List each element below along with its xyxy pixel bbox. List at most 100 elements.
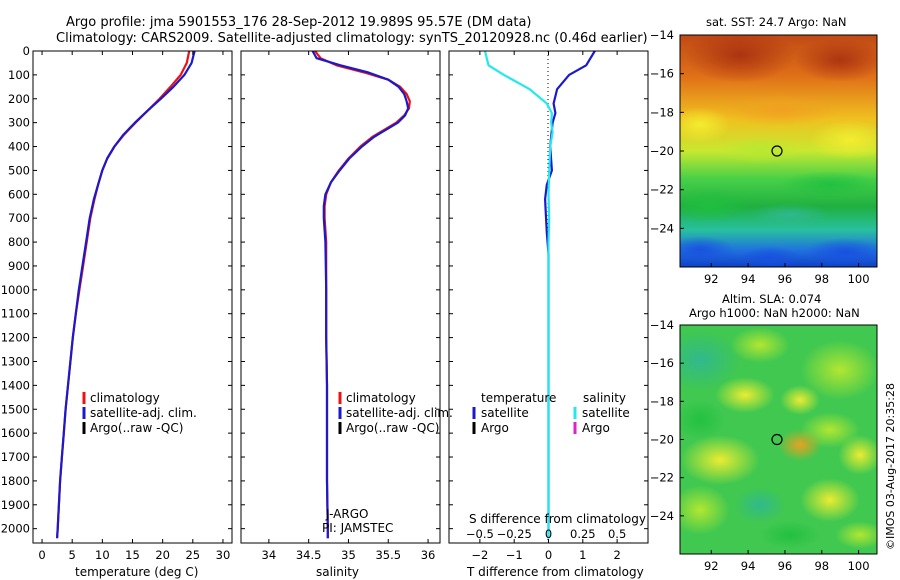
s-difference-tick-label: 0.25 [570, 527, 596, 541]
legend-sal-satellite-label: satellite [582, 406, 630, 420]
depth-tick-label: 300 [8, 116, 30, 130]
latitude-tick-label: −22 [650, 471, 674, 485]
salinity-axis-label: salinity [316, 565, 359, 579]
depth-tick-label: 1300 [1, 354, 30, 368]
depth-tick-label: 700 [8, 211, 30, 225]
x-tick-label: 0 [38, 548, 45, 562]
legend-temp-satellite-label: satellite [481, 406, 529, 420]
salinity-panel: 34 34.5 35 35.5 36 salinity climatology sate… [240, 50, 453, 579]
latitude-tick-label: −20 [650, 144, 674, 158]
temperature-panel: 0100200300400500600700800900100011001200… [1, 44, 233, 579]
sla-field [680, 325, 877, 554]
sla-map: Altim. SLA: 0.074 Argo h1000: NaN h2000:… [650, 292, 878, 573]
sla-map-title-line1: Altim. SLA: 0.074 [722, 292, 821, 306]
longitude-tick-label: 94 [741, 272, 756, 286]
x-tick-label: 0 [545, 548, 552, 562]
latitude-tick-label: −20 [650, 433, 674, 447]
series-line-climatology [56, 50, 191, 539]
latitude-tick-label: −22 [650, 183, 674, 197]
s-difference-tick-label: −0.5 [466, 527, 494, 541]
x-tick-label: 30 [216, 548, 231, 562]
temperature-axis-label: temperature (deg C) [75, 565, 198, 579]
longitude-tick-label: 94 [741, 559, 756, 573]
longitude-tick-label: 100 [848, 272, 870, 286]
legend-satellite-label: satellite-adj. clim. [346, 406, 453, 420]
longitude-tick-label: 92 [704, 559, 719, 573]
depth-tick-label: 1000 [1, 283, 30, 297]
sst-field [680, 35, 877, 267]
depth-tick-label: 1800 [1, 474, 30, 488]
figure-title-line1: Argo profile: jma 5901553_176 28-Sep-201… [66, 15, 532, 30]
latitude-tick-label: −24 [650, 221, 674, 235]
latitude-tick-label: −16 [650, 356, 674, 370]
x-tick-label: −2 [471, 548, 488, 562]
legend-argo-label: Argo(..raw -QC) [346, 421, 439, 435]
depth-tick-label: 1500 [1, 402, 30, 416]
longitude-tick-label: 92 [704, 272, 719, 286]
legend-satellite-label: satellite-adj. clim. [90, 406, 197, 420]
depth-tick-label: 100 [8, 68, 30, 82]
depth-tick-label: 400 [8, 140, 30, 154]
x-tick-label: 20 [155, 548, 170, 562]
salinity-plot-frame [240, 50, 441, 544]
x-tick-label: 15 [125, 548, 140, 562]
sst-map: sat. SST: 24.7 Argo: NaN −14 −16 −18 −20 −22… [650, 15, 878, 286]
series-line-satellite-adj-clim- [311, 50, 410, 539]
longitude-tick-label: 96 [778, 559, 793, 573]
depth-tick-label: 600 [8, 187, 30, 201]
depth-tick-label: 1100 [1, 307, 30, 321]
x-tick-label: 36 [421, 548, 436, 562]
latitude-tick-label: −14 [650, 28, 674, 42]
legend-climatology-label: climatology [346, 391, 416, 405]
program-annotation: J-ARGO [325, 507, 368, 521]
x-tick-label: 5 [69, 548, 76, 562]
x-tick-label: 35.5 [375, 548, 401, 562]
series-line-salinity-satellite [483, 50, 554, 539]
x-tick-label: 34 [262, 548, 277, 562]
x-tick-label: 34.5 [296, 548, 322, 562]
x-tick-label: 2 [613, 548, 620, 562]
difference-panel: −2 −1 0 1 2 −0.5 −0.25 0 0.25 0.5 S difference f… [448, 50, 649, 579]
latitude-tick-label: −16 [650, 67, 674, 81]
x-tick-label: −1 [506, 548, 523, 562]
depth-tick-label: 1900 [1, 498, 30, 512]
latitude-tick-label: −18 [650, 105, 674, 119]
pi-annotation: PI: JAMSTEC [322, 521, 393, 535]
longitude-tick-label: 96 [778, 272, 793, 286]
s-difference-axis-label: S difference from climatology [469, 512, 646, 526]
temperature-legend: climatology satellite-adj. clim. Argo(..… [82, 391, 197, 435]
imos-credit: ©IMOS 03-Aug-2017 20:35:28 [884, 383, 897, 550]
legend-salinity-heading: salinity [583, 391, 626, 405]
depth-tick-label: 900 [8, 259, 30, 273]
x-tick-label: 1 [579, 548, 586, 562]
s-difference-tick-label: −0.25 [497, 527, 532, 541]
longitude-tick-label: 100 [848, 559, 870, 573]
salinity-legend: climatology satellite-adj. clim. Argo(..… [338, 391, 453, 435]
x-tick-label: 35 [341, 548, 356, 562]
series-line-satellite-adj-clim- [56, 50, 196, 539]
legend-temp-argo-label: Argo [481, 421, 509, 435]
sla-map-title-line2: Argo h1000: NaN h2000: NaN [689, 306, 860, 320]
depth-tick-label: 500 [8, 163, 30, 177]
depth-tick-label: 1600 [1, 426, 30, 440]
s-difference-tick-label: 0.5 [608, 527, 626, 541]
depth-tick-label: 1700 [1, 450, 30, 464]
latitude-tick-label: −24 [650, 509, 674, 523]
legend-climatology-label: climatology [90, 391, 160, 405]
longitude-tick-label: 98 [814, 559, 829, 573]
argo-position-marker [771, 145, 783, 157]
argo-position-marker [771, 433, 783, 446]
s-difference-tick-label: 0 [545, 527, 552, 541]
depth-tick-label: 800 [8, 235, 30, 249]
x-tick-label: 25 [185, 548, 200, 562]
legend-temperature-heading: temperature [481, 391, 556, 405]
longitude-tick-label: 98 [814, 272, 829, 286]
latitude-tick-label: −18 [650, 394, 674, 408]
series-line-temperature-satellite [543, 50, 596, 539]
depth-tick-label: 1200 [1, 331, 30, 345]
t-difference-axis-label: T difference from climatology [466, 565, 644, 579]
legend-sal-argo-label: Argo [582, 421, 610, 435]
legend-argo-label: Argo(..raw -QC) [90, 421, 183, 435]
depth-tick-label: 1400 [1, 378, 30, 392]
